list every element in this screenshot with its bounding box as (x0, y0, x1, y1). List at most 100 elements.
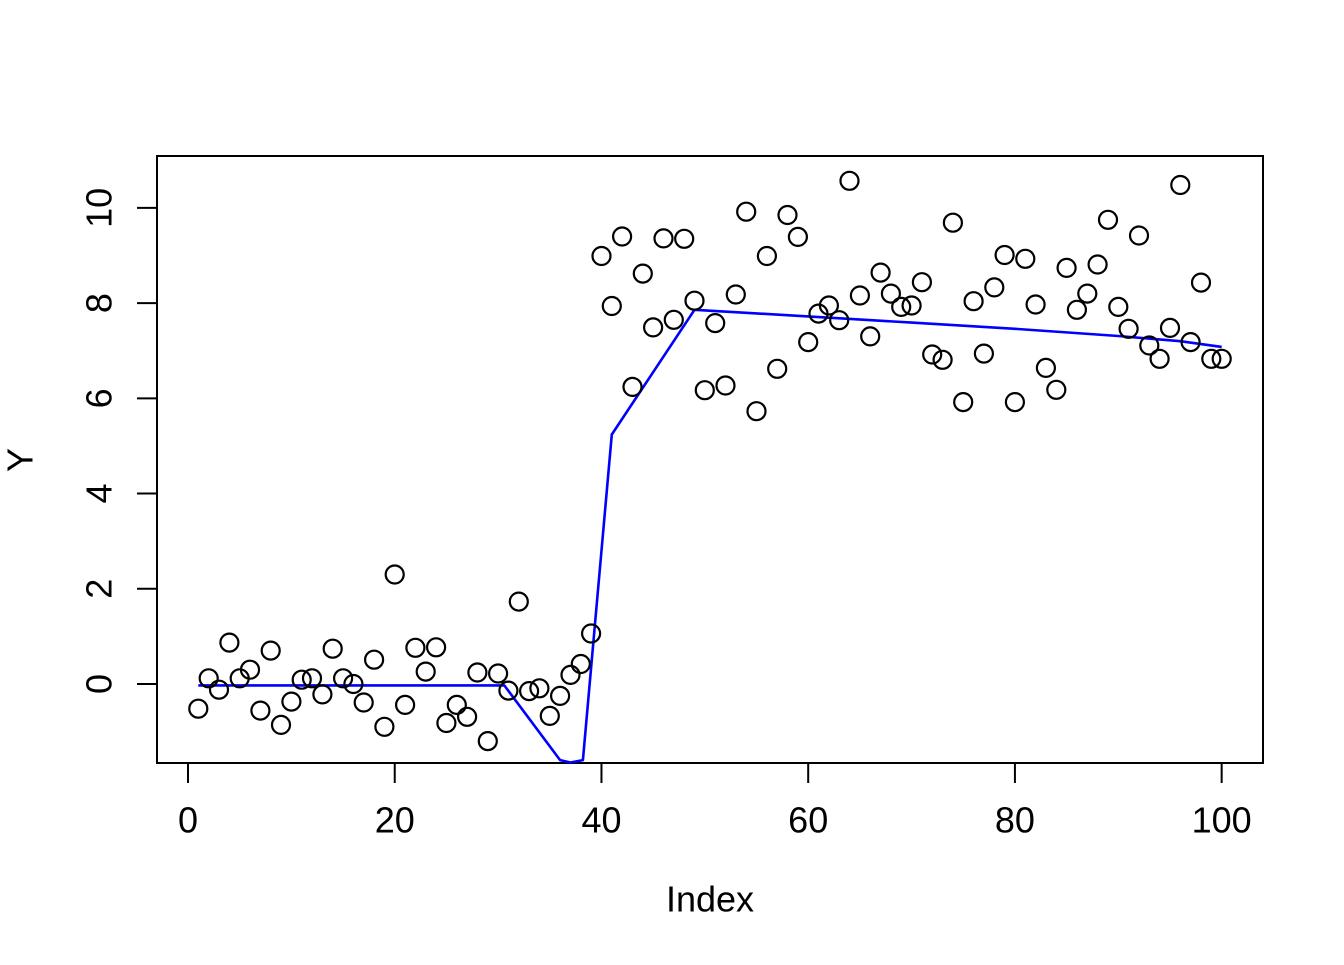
data-point (1190, 272, 1212, 293)
data-point (1097, 209, 1119, 230)
y-axis-title: Y (0, 448, 41, 472)
data-point (973, 343, 995, 364)
data-point (312, 684, 333, 705)
data-point (457, 706, 478, 727)
data-point (395, 694, 416, 716)
data-point (1025, 294, 1046, 315)
data-point (1046, 379, 1067, 400)
data-point (870, 262, 891, 283)
data-point (705, 313, 726, 334)
data-point (1149, 348, 1170, 369)
data-point (1170, 174, 1191, 196)
plot-border (156, 155, 1264, 764)
data-point (663, 309, 684, 330)
data-point (818, 295, 840, 316)
data-point (632, 263, 653, 284)
data-point (570, 653, 591, 675)
x-tick-label: 80 (995, 800, 1035, 841)
data-point (498, 680, 519, 701)
data-point (549, 685, 571, 707)
x-tick-label: 0 (178, 800, 198, 841)
data-point (725, 284, 746, 305)
y-axis: 0 2 4 6 8 10 (79, 188, 157, 694)
data-point (984, 277, 1005, 298)
data-point (281, 691, 302, 712)
data-point (488, 663, 509, 684)
y-tick-label: 10 (79, 188, 120, 228)
x-tick-label: 40 (581, 800, 621, 841)
data-point (622, 376, 643, 397)
data-point (539, 705, 560, 727)
data-point (560, 664, 581, 686)
x-tick-label: 60 (788, 800, 828, 841)
plot-frame (156, 155, 1264, 764)
data-point (291, 669, 312, 690)
y-tick-label: 0 (79, 674, 120, 694)
data-point (694, 380, 715, 401)
data-point (219, 632, 240, 653)
data-point (188, 698, 209, 719)
data-point (322, 638, 343, 659)
data-point (529, 678, 550, 699)
data-point (1180, 332, 1201, 353)
data-point (353, 692, 374, 713)
data-point (250, 700, 271, 721)
data-point (601, 295, 622, 317)
data-point (1159, 317, 1181, 338)
data-point (880, 283, 902, 304)
data-point (901, 295, 922, 316)
data-point (849, 285, 871, 306)
data-point (684, 290, 705, 311)
data-point (426, 637, 447, 658)
fit-line (198, 308, 1222, 764)
data-point (1077, 283, 1098, 304)
y-tick-label: 4 (79, 484, 120, 504)
data-point (839, 170, 860, 191)
data-point (239, 659, 261, 680)
data-point (611, 226, 633, 247)
data-point (798, 332, 819, 353)
data-point (1128, 225, 1150, 246)
data-point (942, 212, 964, 233)
data-point (715, 375, 736, 396)
data-point (436, 712, 457, 734)
data-point (1066, 299, 1088, 320)
data-point (746, 401, 767, 422)
data-point (477, 730, 498, 752)
data-point (208, 679, 230, 700)
data-point (508, 591, 529, 612)
data-point (756, 245, 778, 267)
data-point (415, 661, 436, 682)
data-point (994, 244, 1015, 266)
data-point (1087, 254, 1108, 275)
data-point (787, 226, 809, 247)
y-tick-label: 2 (79, 579, 120, 599)
data-point (1035, 357, 1057, 378)
data-point (198, 668, 219, 689)
data-point (374, 716, 395, 737)
data-point (446, 694, 467, 716)
x-axis: 0 20 40 60 80 100 (178, 763, 1252, 841)
data-point (333, 668, 354, 689)
data-point (1201, 348, 1222, 369)
data-point (343, 673, 364, 695)
data-point (301, 668, 323, 689)
data-point (767, 358, 788, 379)
data-point (467, 662, 488, 683)
data-point (642, 317, 664, 338)
data-points (188, 170, 1232, 752)
data-point (1139, 335, 1160, 356)
x-axis-title: Index (666, 879, 754, 920)
segmented-fit-line (198, 308, 1222, 764)
data-point (860, 326, 881, 347)
y-tick-label: 8 (79, 293, 120, 313)
data-point (932, 349, 953, 370)
data-point (777, 204, 798, 226)
data-point (405, 637, 426, 658)
data-point (518, 680, 540, 702)
x-tick-label: 20 (375, 800, 415, 841)
data-point (736, 201, 757, 222)
data-point (911, 272, 933, 293)
